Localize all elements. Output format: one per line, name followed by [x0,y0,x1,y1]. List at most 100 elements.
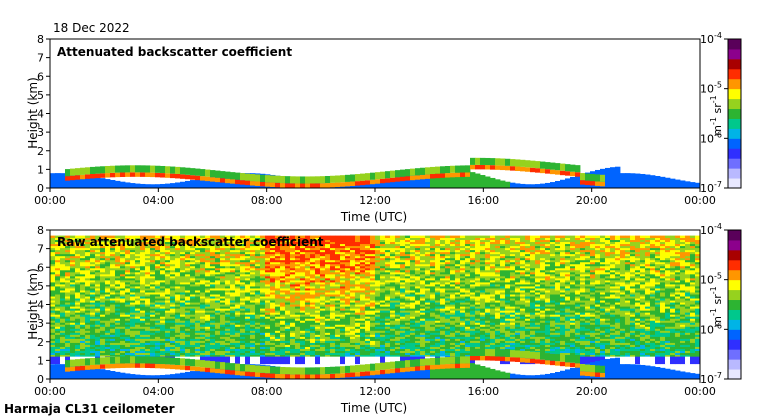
heatmap-cell [245,344,251,347]
heatmap-cell [215,306,221,309]
heatmap-cell [330,373,336,379]
heatmap-cell [340,352,346,356]
heatmap-cell [385,271,391,275]
heatmap-cell [295,257,301,261]
heatmap-cell [90,318,96,321]
heatmap-cell [320,340,326,343]
heatmap-cell [260,288,266,291]
heatmap-cell [145,296,151,299]
heatmap-cell [140,290,146,293]
heatmap-cell [255,174,261,182]
heatmap-cell [145,320,151,323]
heatmap-cell [360,290,366,293]
heatmap-cell [280,247,286,251]
heatmap-cell [245,356,251,365]
heatmap-cell [325,292,331,295]
heatmap-cell [90,326,96,329]
heatmap-cell [240,269,246,273]
heatmap-cell [295,354,301,358]
heatmap-cell [185,316,191,319]
heatmap-cell [255,251,261,255]
heatmap-cell [50,288,56,291]
heatmap-cell [125,308,131,311]
heatmap-cell [65,338,71,341]
heatmap-cell [70,342,76,345]
heatmap-cell [260,312,266,315]
heatmap-cell [370,304,376,307]
heatmap-cell [225,255,231,259]
heatmap-cell [110,330,116,333]
heatmap-cell [385,304,391,307]
heatmap-cell [400,348,406,351]
heatmap-cell [65,269,71,273]
heatmap-cell [375,245,381,249]
heatmap-cell [165,261,171,265]
heatmap-cell [355,298,361,301]
heatmap-cell [245,261,251,265]
heatmap-cell [340,290,346,293]
heatmap-cell [240,273,246,277]
heatmap-cell [180,346,186,349]
heatmap-cell [320,346,326,349]
heatmap-cell [210,259,216,263]
heatmap-cell [285,288,291,291]
heatmap-cell [165,338,171,341]
heatmap-cell [365,326,371,329]
heatmap-cell [695,182,701,188]
heatmap-cell [285,330,291,333]
heatmap-cell [300,265,306,269]
heatmap-cell [315,245,321,249]
heatmap-cell [235,284,241,287]
heatmap-cell [80,294,86,297]
heatmap-cell [275,251,281,255]
heatmap-cell [405,350,411,354]
heatmap-cell [190,294,196,297]
heatmap-cell [115,245,121,249]
heatmap-cell [60,332,66,335]
heatmap-cell [320,263,326,267]
heatmap-cell [380,273,386,277]
heatmap-cell [190,175,196,180]
heatmap-cell [285,316,291,319]
heatmap-cell [355,261,361,265]
heatmap-cell [95,166,101,174]
heatmap-cell [140,237,146,241]
heatmap-cell [230,294,236,297]
heatmap-cell [100,338,106,341]
heatmap-cell [340,302,346,305]
heatmap-cell [360,183,366,188]
y-tick-label: 2 [37,145,44,158]
heatmap-cell [125,294,131,297]
heatmap-cell [355,320,361,323]
heatmap-cell [405,316,411,319]
heatmap-cell [110,179,116,188]
heatmap-cell [180,237,186,241]
heatmap-cell [255,249,261,253]
heatmap-cell [165,249,171,253]
heatmap-cell [390,261,396,265]
heatmap-cell [255,336,261,339]
heatmap-cell [370,249,376,253]
heatmap-cell [205,308,211,311]
heatmap-cell [320,255,326,259]
heatmap-cell [210,255,216,259]
heatmap-cell [255,352,261,356]
heatmap-cell [115,235,121,239]
heatmap-cell [195,263,201,267]
heatmap-cell [95,368,101,379]
heatmap-cell [195,318,201,321]
heatmap-cell [115,263,121,267]
heatmap-cell [315,342,321,345]
heatmap-cell [320,324,326,327]
heatmap-cell [65,173,71,188]
heatmap-cell [385,265,391,269]
heatmap-cell [310,336,316,339]
heatmap-cell [400,259,406,263]
heatmap-cell [400,257,406,261]
heatmap-cell [225,332,231,335]
heatmap-cell [295,352,301,356]
heatmap-cell [50,318,56,321]
heatmap-cell [65,294,71,297]
heatmap-cell [370,255,376,259]
heatmap-cell [310,183,316,188]
